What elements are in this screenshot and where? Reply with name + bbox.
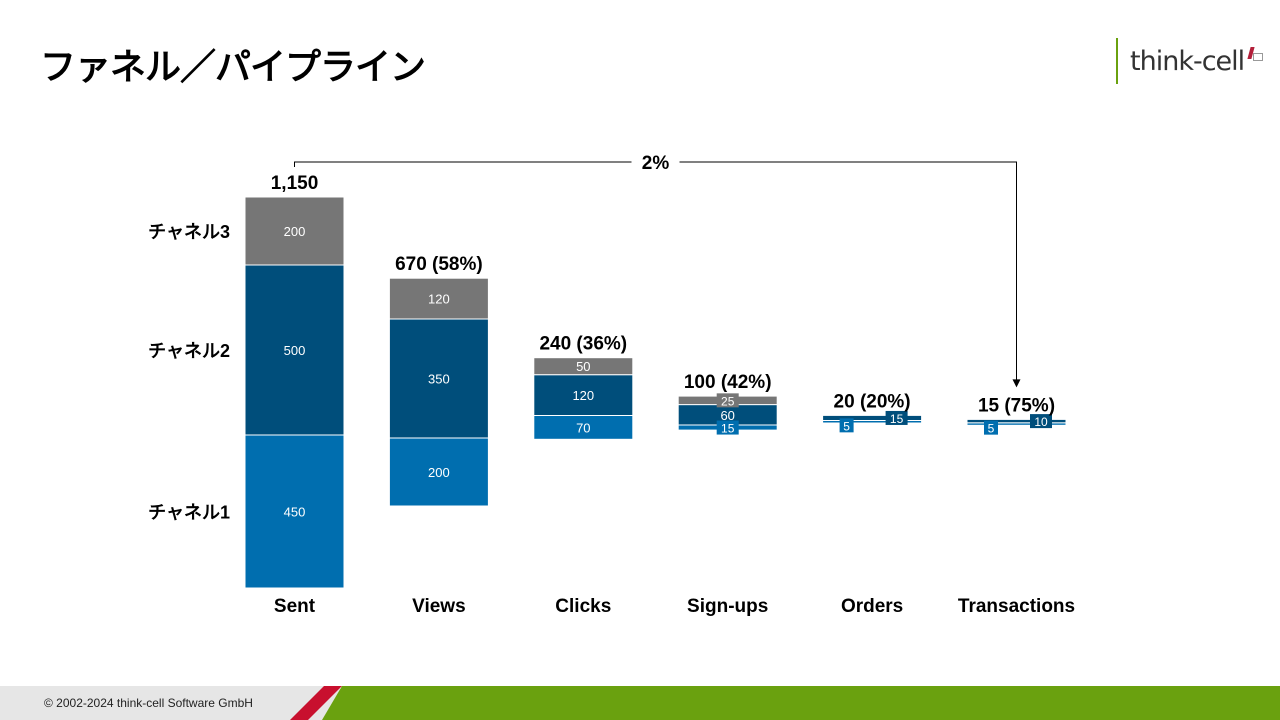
segment-label: 70 [576,420,590,435]
segment-label: 15 [721,422,735,436]
legend-label: チャネル2 [148,341,230,361]
footer-green-band [322,686,1280,720]
total-label: 20 (20%) [834,391,911,412]
footer-grey-band [0,686,340,720]
category-label: Sign-ups [687,596,768,617]
segment-label-box [716,420,739,435]
bar-segment [244,434,345,589]
bar-segment [244,264,345,436]
segment-label: 15 [890,412,904,426]
total-label: 1,150 [271,173,319,194]
conversion-label: 2% [642,153,670,174]
total-label: 670 (58%) [395,254,483,275]
segment-label-box [1030,414,1052,429]
category-label: Orders [841,596,903,617]
think-cell-logo: think-cell [1116,38,1264,84]
segment-label: 500 [284,343,306,358]
conversion-label-bg [631,150,680,174]
bar-segment [966,418,1067,424]
bar-segment [822,414,923,421]
segment-label: 200 [284,224,306,239]
footer: © 2002-2024 think-cell Software GmbH [0,686,1280,720]
segment-label-box [716,393,739,408]
segment-label: 350 [428,372,450,387]
segment-label-box [984,420,998,435]
conversion-arrowhead [1012,379,1021,388]
funnel-chart: 450 500 200 1,150 Sent 200 350 120 670 (58%) View… [148,150,1076,617]
category-label: Clicks [555,596,611,617]
copyright-text: © 2002-2024 think-cell Software GmbH [44,696,253,710]
bar-segment [533,357,634,376]
segment-label: 120 [572,388,594,403]
segment-label-box [839,418,854,433]
category-label: Transactions [958,596,1075,617]
category-label: Views [412,596,466,617]
segment-label: 50 [576,359,590,374]
segment-label-box [885,410,908,425]
segment-label: 5 [988,422,995,436]
legend-label: チャネル1 [148,503,230,523]
bar-segment [533,374,634,417]
logo-text: think-cell [1130,45,1245,77]
total-label: 15 (75%) [978,395,1055,416]
bar-segment [388,277,489,320]
category-label: Sent [274,596,316,617]
segment-label: 60 [720,408,734,423]
logo-mark-icon [1247,47,1264,63]
logo-divider [1116,38,1118,84]
segment-label: 200 [428,465,450,480]
total-label: 100 (42%) [684,372,772,393]
segment-label: 5 [843,419,850,433]
segment-label: 10 [1034,415,1048,429]
legend-label: チャネル3 [148,222,230,242]
segment-label: 120 [428,292,450,307]
segment-label: 450 [284,505,306,520]
page-title: ファネル／パイプライン [40,47,426,88]
total-label: 240 (36%) [539,334,627,355]
segment-label: 25 [721,394,735,408]
bar-segment [244,196,345,266]
